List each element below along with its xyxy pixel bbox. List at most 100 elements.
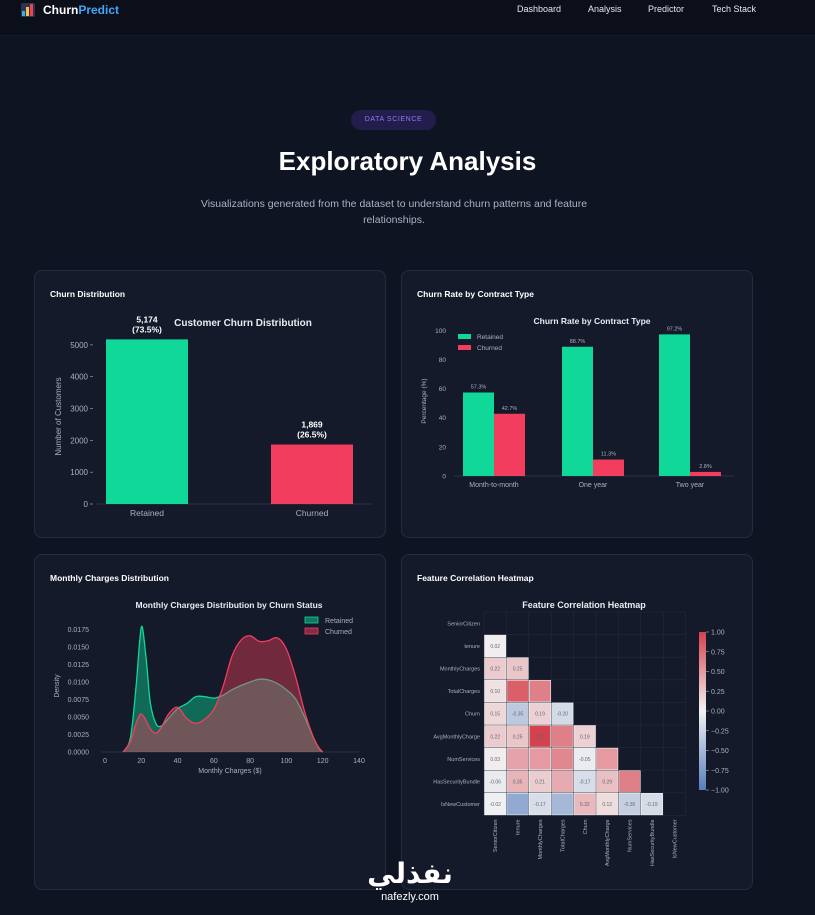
chart-title: Monthly Charges Distribution by Churn St… bbox=[135, 600, 322, 610]
heatmap-cell bbox=[551, 747, 574, 770]
nav-link-analysis[interactable]: Analysis bbox=[588, 4, 622, 14]
colorbar-tick-label: −0.50 bbox=[711, 748, 729, 755]
bar-retained bbox=[562, 346, 593, 476]
x-tick-label: 80 bbox=[246, 758, 254, 765]
heatmap-cell bbox=[551, 702, 574, 725]
density-line-churned bbox=[122, 635, 324, 753]
heatmap-cell bbox=[506, 793, 529, 816]
y-tick-label: 0.0175 bbox=[68, 627, 90, 634]
bar-value-label: 97.2% bbox=[667, 326, 683, 332]
legend-label: Retained bbox=[477, 334, 503, 341]
card-title: Monthly Charges Distribution bbox=[50, 573, 169, 583]
y-tick-label: 0.0150 bbox=[68, 645, 90, 652]
heatmap-cell-value: 0.21 bbox=[535, 780, 545, 786]
legend-label: Retained bbox=[325, 618, 353, 625]
heatmap-cell bbox=[529, 747, 551, 770]
column-label: tenure bbox=[516, 819, 522, 835]
page-title: Exploratory Analysis bbox=[278, 146, 537, 176]
card-title: Feature Correlation Heatmap bbox=[417, 573, 534, 583]
y-tick-label: 0.0025 bbox=[68, 732, 90, 739]
y-tick-label: 5000 bbox=[70, 341, 88, 350]
legend-swatch bbox=[458, 345, 471, 350]
column-label: SeniorCitizen bbox=[493, 819, 499, 852]
y-tick-label: 0.0125 bbox=[68, 662, 90, 669]
column-label: MonthlyCharges bbox=[538, 819, 544, 859]
row-label: IsNewCustomer bbox=[441, 802, 480, 808]
bar-value-label: 88.7% bbox=[570, 339, 586, 345]
bar-churned bbox=[494, 413, 525, 476]
colorbar bbox=[699, 632, 706, 790]
heatmap-cell bbox=[573, 793, 596, 816]
heatmap-cell-value: 0.25 bbox=[513, 734, 523, 740]
heatmap-cell bbox=[551, 770, 574, 793]
watermark-arabic: نفذلي bbox=[367, 857, 453, 890]
y-tick-label: 0 bbox=[442, 474, 446, 481]
x-tick-label: 100 bbox=[281, 758, 293, 765]
heatmap-cell bbox=[506, 725, 529, 748]
row-label: HasSecurityBundle bbox=[433, 780, 480, 786]
x-tick-label: 140 bbox=[353, 758, 365, 765]
row-label: NumServices bbox=[447, 757, 480, 763]
colorbar-tick-label: 0.25 bbox=[711, 689, 725, 696]
column-label: TotalCharges bbox=[560, 819, 566, 852]
heatmap-cell-value: 1.00 bbox=[535, 734, 545, 740]
contract-churn-card: Churn Rate by Contract Type Churn Rate b… bbox=[401, 270, 753, 538]
y-tick-label: 4000 bbox=[70, 373, 88, 382]
y-tick-label: 20 bbox=[439, 444, 447, 451]
x-tick-label: Churned bbox=[296, 508, 329, 518]
x-tick-label: Two year bbox=[676, 482, 705, 489]
x-tick-label: 60 bbox=[210, 758, 218, 765]
monthly-charges-chart: Monthly Charges Distribution by Churn St… bbox=[54, 600, 365, 775]
bar-churned bbox=[593, 459, 624, 476]
heatmap-cell-value: 0.03 bbox=[490, 757, 500, 763]
heatmap-cell-value: 0.25 bbox=[513, 667, 523, 673]
bar-value-label: 2.8% bbox=[699, 464, 712, 470]
legend-swatch bbox=[304, 616, 319, 624]
row-label: AvgMonthlyCharge bbox=[433, 734, 480, 740]
density-line-retained bbox=[122, 625, 324, 753]
heatmap-cell bbox=[484, 680, 507, 703]
y-tick-label: 0.0075 bbox=[68, 697, 90, 704]
y-tick-label: 0.0000 bbox=[68, 750, 90, 757]
y-axis-label: Density bbox=[54, 674, 61, 698]
colorbar-tick-label: 0.75 bbox=[711, 649, 725, 656]
bar-retained bbox=[106, 339, 188, 504]
heatmap-cell bbox=[529, 725, 551, 748]
legend-swatch bbox=[458, 334, 471, 339]
colorbar-tick-label: −0.25 bbox=[711, 728, 729, 735]
brand-logo[interactable]: ChurnPredict bbox=[21, 3, 119, 17]
heatmap-cell bbox=[596, 747, 619, 770]
monthly-charges-card: Monthly Charges Distribution Monthly Cha… bbox=[34, 554, 386, 890]
bar-churned bbox=[690, 471, 721, 476]
heatmap-cell bbox=[506, 657, 529, 680]
y-tick-label: 3000 bbox=[70, 405, 88, 414]
heatmap-cell-value: 0.22 bbox=[490, 734, 500, 740]
y-tick-label: 60 bbox=[439, 386, 447, 393]
chart-title: Churn Rate by Contract Type bbox=[534, 316, 651, 326]
heatmap-cell bbox=[484, 657, 507, 680]
row-label: SeniorCitizen bbox=[447, 621, 480, 627]
nav-link-tech-stack[interactable]: Tech Stack bbox=[712, 4, 757, 14]
heatmap-cell-value: 0.32 bbox=[580, 802, 590, 808]
heatmap-cell-value: -0.02 bbox=[489, 802, 501, 808]
bar-value-label: 57.3% bbox=[471, 385, 487, 391]
y-axis-label: Percentage (%) bbox=[421, 378, 428, 423]
row-label: TotalCharges bbox=[448, 689, 481, 695]
heatmap-cell-value: 0.19 bbox=[580, 734, 590, 740]
bar-value-label: 11.3% bbox=[601, 452, 616, 458]
heatmap-cell bbox=[573, 747, 596, 770]
heatmap-cell-value: -0.20 bbox=[557, 712, 569, 718]
x-tick-label: 0 bbox=[103, 758, 107, 765]
section-badge: DATA SCIENCE bbox=[351, 110, 436, 130]
bar-value-label: 42.7% bbox=[502, 406, 518, 412]
bar-chart-icon bbox=[21, 3, 35, 17]
heatmap-cell bbox=[484, 747, 507, 770]
bar-value-label: 5,174 bbox=[136, 314, 158, 324]
x-tick-label: 20 bbox=[137, 758, 145, 765]
brand-name-part1: Churn bbox=[43, 3, 79, 17]
bar-churned bbox=[271, 444, 353, 504]
heatmap-cell bbox=[573, 725, 596, 748]
nav-link-predictor[interactable]: Predictor bbox=[648, 4, 685, 14]
heatmap-cell-value: 0.19 bbox=[535, 712, 545, 718]
nav-link-dashboard[interactable]: Dashboard bbox=[517, 4, 562, 14]
